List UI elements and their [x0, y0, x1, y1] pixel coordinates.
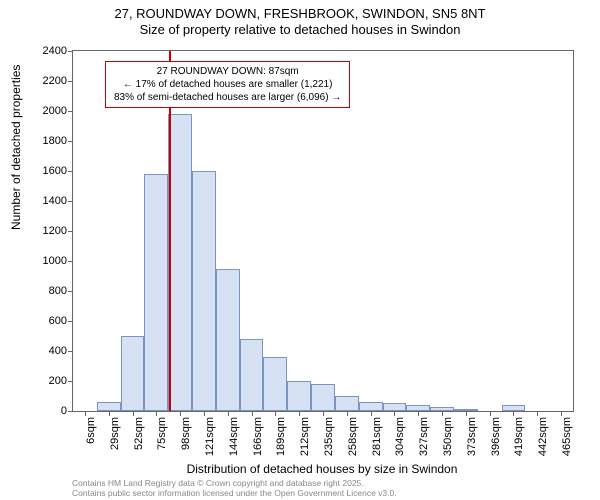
x-tick-mark: [180, 411, 181, 416]
x-tick-label: 350sqm: [442, 417, 454, 456]
y-tick-label: 0: [61, 405, 67, 417]
x-tick-label: 442sqm: [537, 417, 549, 456]
x-tick-label: 52sqm: [133, 417, 145, 450]
y-tick-mark: [68, 351, 73, 352]
x-tick-mark: [133, 411, 134, 416]
x-tick-mark: [394, 411, 395, 416]
x-tick-label: 189sqm: [275, 417, 287, 456]
x-tick-label: 29sqm: [109, 417, 121, 450]
y-tick-mark: [68, 261, 73, 262]
x-axis-label: Distribution of detached houses by size …: [72, 462, 572, 476]
x-tick-mark: [371, 411, 372, 416]
footer-line1: Contains HM Land Registry data © Crown c…: [72, 478, 572, 488]
x-tick-mark: [323, 411, 324, 416]
plot-area: 0200400600800100012001400160018002000220…: [72, 50, 574, 412]
x-tick-label: 98sqm: [180, 417, 192, 450]
x-tick-label: 327sqm: [418, 417, 430, 456]
x-tick-mark: [537, 411, 538, 416]
x-tick-label: 6sqm: [85, 417, 97, 444]
histogram-bar: [121, 336, 145, 411]
y-tick-label: 1800: [43, 135, 67, 147]
y-tick-label: 400: [49, 345, 67, 357]
x-tick-label: 373sqm: [466, 417, 478, 456]
histogram-bar: [168, 114, 192, 411]
y-tick-mark: [68, 291, 73, 292]
annotation-line1: 27 ROUNDWAY DOWN: 87sqm: [114, 65, 341, 78]
y-tick-label: 200: [49, 375, 67, 387]
annotation-box: 27 ROUNDWAY DOWN: 87sqm← 17% of detached…: [105, 61, 350, 108]
x-tick-label: 465sqm: [561, 417, 573, 456]
histogram-bar: [97, 402, 121, 411]
footer-line2: Contains public sector information licen…: [72, 488, 572, 498]
chart-title-line2: Size of property relative to detached ho…: [0, 22, 600, 37]
x-tick-label: 75sqm: [156, 417, 168, 450]
histogram-bar: [144, 174, 168, 411]
x-tick-label: 281sqm: [371, 417, 383, 456]
annotation-line2: ← 17% of detached houses are smaller (1,…: [114, 78, 341, 91]
x-tick-label: 121sqm: [204, 417, 216, 456]
y-tick-mark: [68, 231, 73, 232]
x-tick-mark: [442, 411, 443, 416]
histogram-bar: [383, 403, 407, 411]
y-tick-label: 800: [49, 285, 67, 297]
y-tick-label: 1200: [43, 225, 67, 237]
x-tick-mark: [109, 411, 110, 416]
y-tick-mark: [68, 171, 73, 172]
x-tick-label: 304sqm: [394, 417, 406, 456]
y-tick-mark: [68, 201, 73, 202]
x-tick-mark: [347, 411, 348, 416]
y-tick-mark: [68, 51, 73, 52]
histogram-bar: [263, 357, 287, 411]
x-tick-label: 258sqm: [347, 417, 359, 456]
x-tick-mark: [275, 411, 276, 416]
x-tick-label: 212sqm: [299, 417, 311, 456]
x-tick-mark: [85, 411, 86, 416]
y-tick-label: 1600: [43, 165, 67, 177]
x-tick-label: 166sqm: [252, 417, 264, 456]
x-tick-mark: [252, 411, 253, 416]
x-tick-mark: [228, 411, 229, 416]
histogram-bar: [240, 339, 264, 411]
x-tick-mark: [418, 411, 419, 416]
y-tick-mark: [68, 141, 73, 142]
x-tick-mark: [204, 411, 205, 416]
x-tick-label: 144sqm: [228, 417, 240, 456]
y-tick-label: 2000: [43, 105, 67, 117]
x-tick-mark: [299, 411, 300, 416]
y-tick-mark: [68, 321, 73, 322]
histogram-chart: 27, ROUNDWAY DOWN, FRESHBROOK, SWINDON, …: [0, 0, 600, 500]
x-tick-label: 396sqm: [490, 417, 502, 456]
y-tick-mark: [68, 81, 73, 82]
y-tick-label: 2400: [43, 45, 67, 57]
y-axis-label: Number of detached properties: [9, 65, 23, 230]
footer-attribution: Contains HM Land Registry data © Crown c…: [72, 478, 572, 498]
histogram-bar: [192, 171, 216, 411]
histogram-bar: [287, 381, 311, 411]
histogram-bar: [311, 384, 335, 411]
x-tick-mark: [490, 411, 491, 416]
y-tick-label: 600: [49, 315, 67, 327]
x-tick-label: 235sqm: [323, 417, 335, 456]
x-tick-mark: [466, 411, 467, 416]
histogram-bar: [335, 396, 359, 411]
y-tick-mark: [68, 411, 73, 412]
histogram-bar: [359, 402, 383, 411]
y-tick-label: 1400: [43, 195, 67, 207]
y-tick-mark: [68, 111, 73, 112]
x-tick-label: 419sqm: [513, 417, 525, 456]
x-tick-mark: [513, 411, 514, 416]
chart-title-line1: 27, ROUNDWAY DOWN, FRESHBROOK, SWINDON, …: [0, 6, 600, 21]
y-tick-mark: [68, 381, 73, 382]
histogram-bar: [216, 269, 240, 412]
x-tick-mark: [561, 411, 562, 416]
x-tick-mark: [156, 411, 157, 416]
annotation-line3: 83% of semi-detached houses are larger (…: [114, 91, 341, 104]
y-tick-label: 1000: [43, 255, 67, 267]
y-tick-label: 2200: [43, 75, 67, 87]
